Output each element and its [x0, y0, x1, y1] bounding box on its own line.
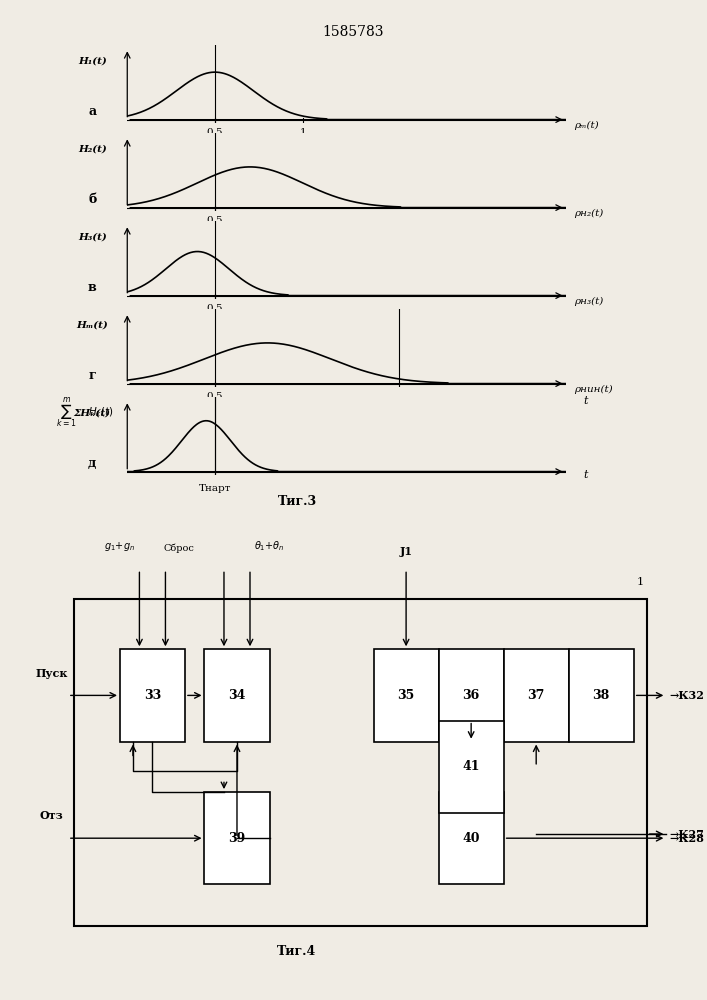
- Text: 35: 35: [397, 689, 415, 702]
- Text: ΣHₖ(t): ΣHₖ(t): [74, 408, 111, 417]
- Text: Τиг.4: Τиг.4: [277, 945, 317, 958]
- FancyBboxPatch shape: [568, 649, 633, 742]
- FancyBboxPatch shape: [438, 792, 503, 884]
- Text: →К32: →К32: [670, 690, 704, 701]
- Text: 33: 33: [144, 689, 161, 702]
- Text: г: г: [88, 369, 96, 382]
- Text: 0,5: 0,5: [206, 216, 223, 225]
- Text: 0,5: 0,5: [206, 304, 223, 313]
- Text: 41: 41: [462, 760, 480, 773]
- FancyBboxPatch shape: [438, 721, 503, 813]
- Text: 40: 40: [462, 832, 480, 845]
- Text: H₁(t): H₁(t): [78, 56, 107, 65]
- Text: Τиг.3: Τиг.3: [277, 495, 317, 508]
- Text: Сброс: Сброс: [163, 543, 194, 553]
- Text: H₃(t): H₃(t): [78, 232, 107, 241]
- Text: Отз: Отз: [40, 810, 64, 821]
- FancyBboxPatch shape: [204, 649, 269, 742]
- Text: 0,5: 0,5: [206, 128, 223, 137]
- Text: Пуск: Пуск: [35, 668, 68, 679]
- Text: ρнин(t): ρнин(t): [574, 384, 613, 394]
- Text: б: б: [88, 193, 96, 206]
- Text: д: д: [88, 457, 96, 470]
- Text: ρн₃(t): ρн₃(t): [574, 296, 604, 306]
- Text: в: в: [88, 281, 97, 294]
- Text: 1: 1: [637, 577, 644, 587]
- FancyBboxPatch shape: [120, 649, 185, 742]
- Text: 37: 37: [527, 689, 545, 702]
- Text: Tнарт: Tнарт: [199, 484, 231, 493]
- Text: $g_1$$+g_n$: $g_1$$+g_n$: [105, 540, 136, 553]
- Text: J1: J1: [399, 546, 413, 557]
- Text: $H_k(t)$: $H_k(t)$: [88, 406, 114, 419]
- Text: 1: 1: [299, 128, 306, 137]
- Text: ρₘ(t): ρₘ(t): [574, 120, 599, 130]
- Text: а: а: [88, 105, 96, 118]
- Text: →К27: →К27: [670, 828, 704, 840]
- Text: 34: 34: [228, 689, 245, 702]
- FancyBboxPatch shape: [503, 649, 568, 742]
- FancyBboxPatch shape: [438, 649, 503, 742]
- Text: t: t: [583, 470, 588, 480]
- Text: 38: 38: [592, 689, 610, 702]
- Text: 36: 36: [462, 689, 480, 702]
- Text: Tмаχₘ: Tмаχₘ: [260, 409, 293, 418]
- Text: H₂(t): H₂(t): [78, 144, 107, 153]
- Text: ρн₂(t): ρн₂(t): [574, 208, 604, 218]
- Text: 0,5: 0,5: [206, 392, 223, 401]
- FancyBboxPatch shape: [204, 792, 269, 884]
- Text: Hₘ(t): Hₘ(t): [76, 320, 108, 329]
- Text: $\sum_{k=1}^{m}$: $\sum_{k=1}^{m}$: [56, 395, 76, 430]
- Text: $\theta_1$$+\theta_n$: $\theta_1$$+\theta_n$: [255, 539, 285, 553]
- Text: →К28: →К28: [670, 833, 704, 844]
- Text: 39: 39: [228, 832, 245, 845]
- FancyBboxPatch shape: [373, 649, 438, 742]
- Text: t: t: [583, 396, 588, 406]
- Text: 1585783: 1585783: [323, 25, 384, 39]
